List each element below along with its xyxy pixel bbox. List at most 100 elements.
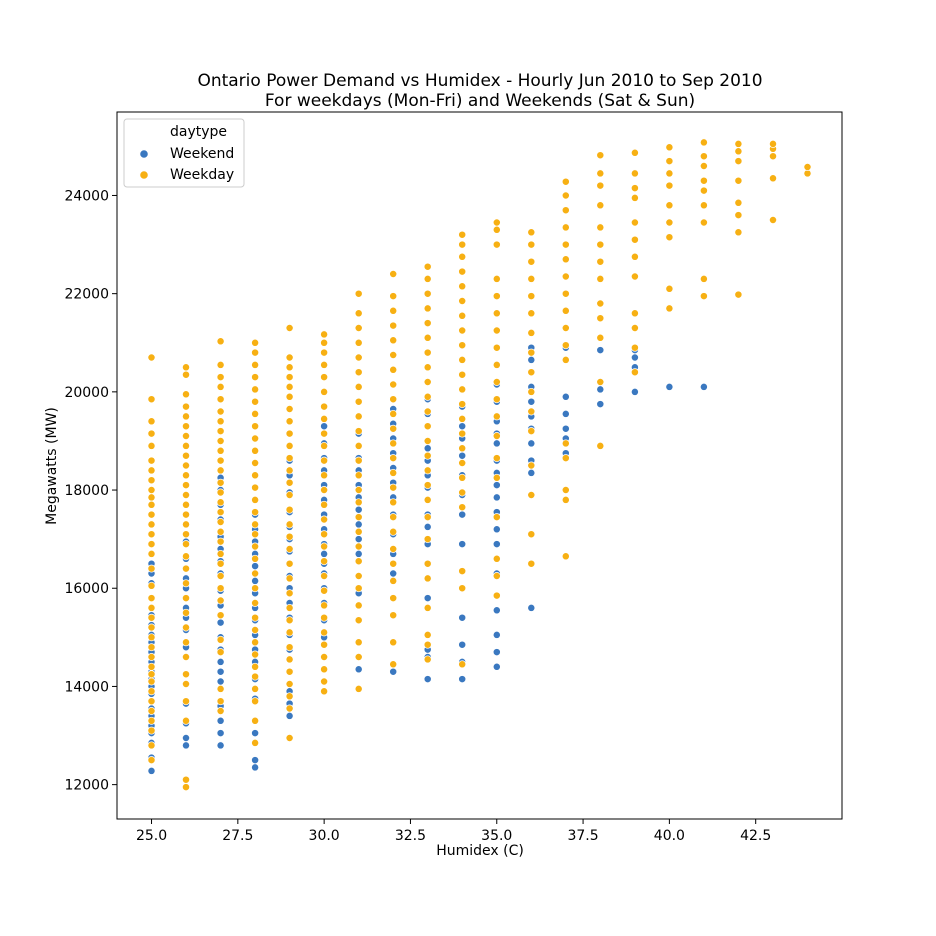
- point-weekday: [251, 650, 260, 659]
- point-weekday: [389, 638, 398, 647]
- point-weekday: [423, 407, 432, 416]
- point-weekend: [492, 525, 501, 534]
- point-weekday: [285, 441, 294, 450]
- point-weekend: [354, 505, 363, 514]
- point-weekday: [423, 378, 432, 386]
- point-weekday: [769, 174, 777, 183]
- point-weekday: [458, 252, 467, 261]
- point-weekday: [458, 503, 467, 512]
- point-weekday: [147, 540, 156, 549]
- point-weekday: [527, 348, 536, 357]
- point-weekday: [216, 584, 225, 593]
- point-weekday: [596, 181, 605, 190]
- point-weekend: [492, 662, 501, 671]
- point-weekend: [320, 422, 329, 431]
- point-weekday: [182, 471, 190, 480]
- point-weekday: [492, 225, 501, 234]
- point-weekday: [389, 336, 398, 345]
- point-weekday: [389, 351, 398, 359]
- legend-marker-weekday: [139, 170, 149, 180]
- point-weekday: [147, 466, 156, 475]
- point-weekend: [216, 716, 225, 725]
- point-weekday: [147, 429, 156, 438]
- x-tick-label: 25.0: [136, 828, 167, 844]
- point-weekday: [147, 500, 156, 509]
- point-weekend: [354, 549, 363, 558]
- point-weekday: [285, 734, 294, 742]
- point-weekday: [354, 486, 363, 494]
- point-weekday: [147, 510, 156, 519]
- point-weekday: [182, 363, 190, 372]
- point-weekend: [596, 385, 605, 394]
- point-weekday: [527, 427, 536, 436]
- point-weekday: [182, 680, 190, 688]
- point-weekday: [285, 643, 294, 652]
- point-weekday: [596, 169, 605, 178]
- point-weekday: [527, 309, 536, 318]
- point-weekday: [251, 638, 260, 647]
- point-weekday: [423, 655, 432, 664]
- point-weekday: [285, 628, 294, 637]
- point-weekday: [182, 540, 190, 549]
- point-weekend: [527, 468, 536, 477]
- point-weekday: [561, 272, 570, 281]
- point-weekday: [320, 486, 329, 494]
- point-weekend: [561, 392, 570, 401]
- point-weekend: [527, 439, 536, 448]
- point-weekday: [423, 574, 432, 583]
- point-weekday: [596, 257, 605, 266]
- point-weekday: [561, 191, 570, 200]
- point-weekday: [665, 284, 674, 293]
- point-weekday: [423, 422, 432, 431]
- point-weekday: [458, 341, 467, 350]
- point-weekday: [251, 697, 260, 706]
- point-weekday: [251, 584, 260, 593]
- point-weekday: [561, 177, 570, 186]
- point-weekday: [492, 454, 501, 463]
- point-weekday: [320, 665, 329, 674]
- x-tick-label: 32.5: [395, 828, 426, 844]
- point-weekday: [596, 378, 605, 386]
- point-weekend: [458, 422, 467, 431]
- point-weekday: [285, 478, 294, 487]
- point-weekday: [216, 466, 225, 475]
- point-weekday: [320, 640, 329, 649]
- point-weekday: [182, 552, 190, 561]
- point-weekday: [285, 545, 294, 553]
- point-weekend: [389, 569, 398, 578]
- point-weekday: [320, 402, 329, 411]
- point-weekday: [147, 486, 156, 494]
- point-weekend: [458, 640, 467, 649]
- point-weekday: [251, 348, 260, 357]
- point-weekday: [527, 407, 536, 416]
- point-weekday: [182, 530, 190, 539]
- point-weekday: [699, 201, 708, 210]
- point-weekday: [182, 461, 190, 470]
- point-weekday: [354, 353, 363, 362]
- plot-area-frame: [116, 111, 843, 820]
- point-weekday: [665, 233, 674, 242]
- point-weekday: [320, 586, 329, 595]
- point-weekday: [769, 152, 777, 161]
- point-weekday: [389, 424, 398, 433]
- point-weekday: [354, 513, 363, 522]
- point-weekday: [492, 326, 501, 335]
- chart-subtitle: For weekdays (Mon-Fri) and Weekends (Sat…: [265, 91, 695, 111]
- point-weekday: [389, 409, 398, 418]
- point-weekday: [527, 368, 536, 377]
- point-weekday: [389, 380, 398, 389]
- point-weekday: [354, 289, 363, 298]
- x-tick-label: 30.0: [309, 828, 340, 844]
- point-weekday: [423, 466, 432, 475]
- point-weekday: [251, 530, 260, 539]
- point-weekday: [285, 655, 294, 664]
- point-weekday: [458, 414, 467, 423]
- point-weekday: [665, 143, 674, 152]
- point-weekday: [285, 532, 294, 541]
- point-weekday: [492, 292, 501, 301]
- point-weekend: [423, 522, 432, 531]
- point-weekday: [285, 616, 294, 625]
- point-weekday: [285, 373, 294, 382]
- point-weekend: [216, 729, 225, 738]
- point-weekend: [251, 729, 260, 738]
